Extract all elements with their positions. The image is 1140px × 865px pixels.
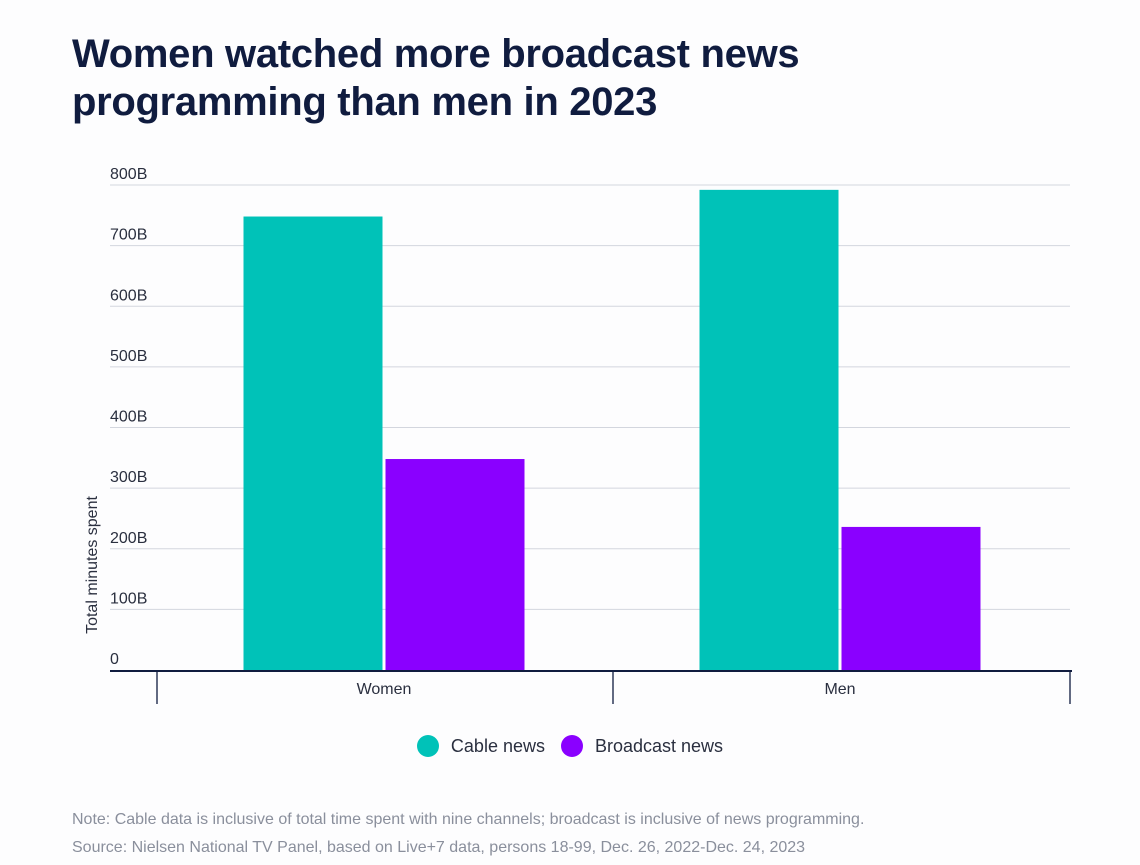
- y-axis-label: Total minutes spent: [84, 496, 101, 634]
- bar-cable-news-women: [243, 216, 383, 670]
- chart-title-line-1: Women watched more broadcast news: [72, 32, 800, 76]
- bar-cable-news-men: [699, 189, 839, 670]
- bar-chart: 0 100B 200B 300B 400B 500B 600B 700B 800B Total …: [84, 166, 1072, 704]
- y-tick-label: 800B: [110, 166, 147, 183]
- chart-title-line-2: programming than men in 2023: [72, 80, 658, 124]
- y-tick-label: 400B: [110, 409, 147, 426]
- y-tick-label: 600B: [110, 287, 147, 304]
- legend-item-cable: Cable news: [416, 735, 545, 757]
- y-tick-label: 300B: [110, 469, 147, 486]
- legend-label-broadcast: Broadcast news: [594, 735, 724, 756]
- y-tick-label: 500B: [110, 348, 147, 365]
- bar-broadcast-news-men: [841, 526, 981, 670]
- y-tick-label: 100B: [110, 590, 147, 607]
- note-text: Note: Cable data is inclusive of total t…: [72, 811, 865, 828]
- legend-swatch-cable: [416, 735, 439, 757]
- legend: Cable news Broadcast news: [0, 735, 1140, 757]
- x-tick-label: Women: [357, 681, 412, 698]
- y-tick-label: 700B: [110, 227, 147, 244]
- legend-item-broadcast: Broadcast news: [560, 735, 724, 757]
- legend-swatch-broadcast: [560, 735, 583, 757]
- legend-label-cable: Cable news: [450, 735, 545, 756]
- y-tick-label: 200B: [110, 530, 147, 547]
- source-text: Source: Nielsen National TV Panel, based…: [72, 839, 806, 856]
- x-tick-label: Men: [824, 681, 855, 698]
- y-tick-label: 0: [110, 651, 119, 668]
- bar-broadcast-news-women: [385, 459, 525, 670]
- footnotes: Note: Cable data is inclusive of total t…: [72, 806, 1112, 862]
- x-axis: Women Men: [110, 670, 1072, 704]
- chart-title: Women watched more broadcast news progra…: [72, 30, 1072, 126]
- y-axis-ticks: 0 100B 200B 300B 400B 500B 600B 700B 800B: [110, 166, 147, 668]
- bars: [243, 189, 981, 670]
